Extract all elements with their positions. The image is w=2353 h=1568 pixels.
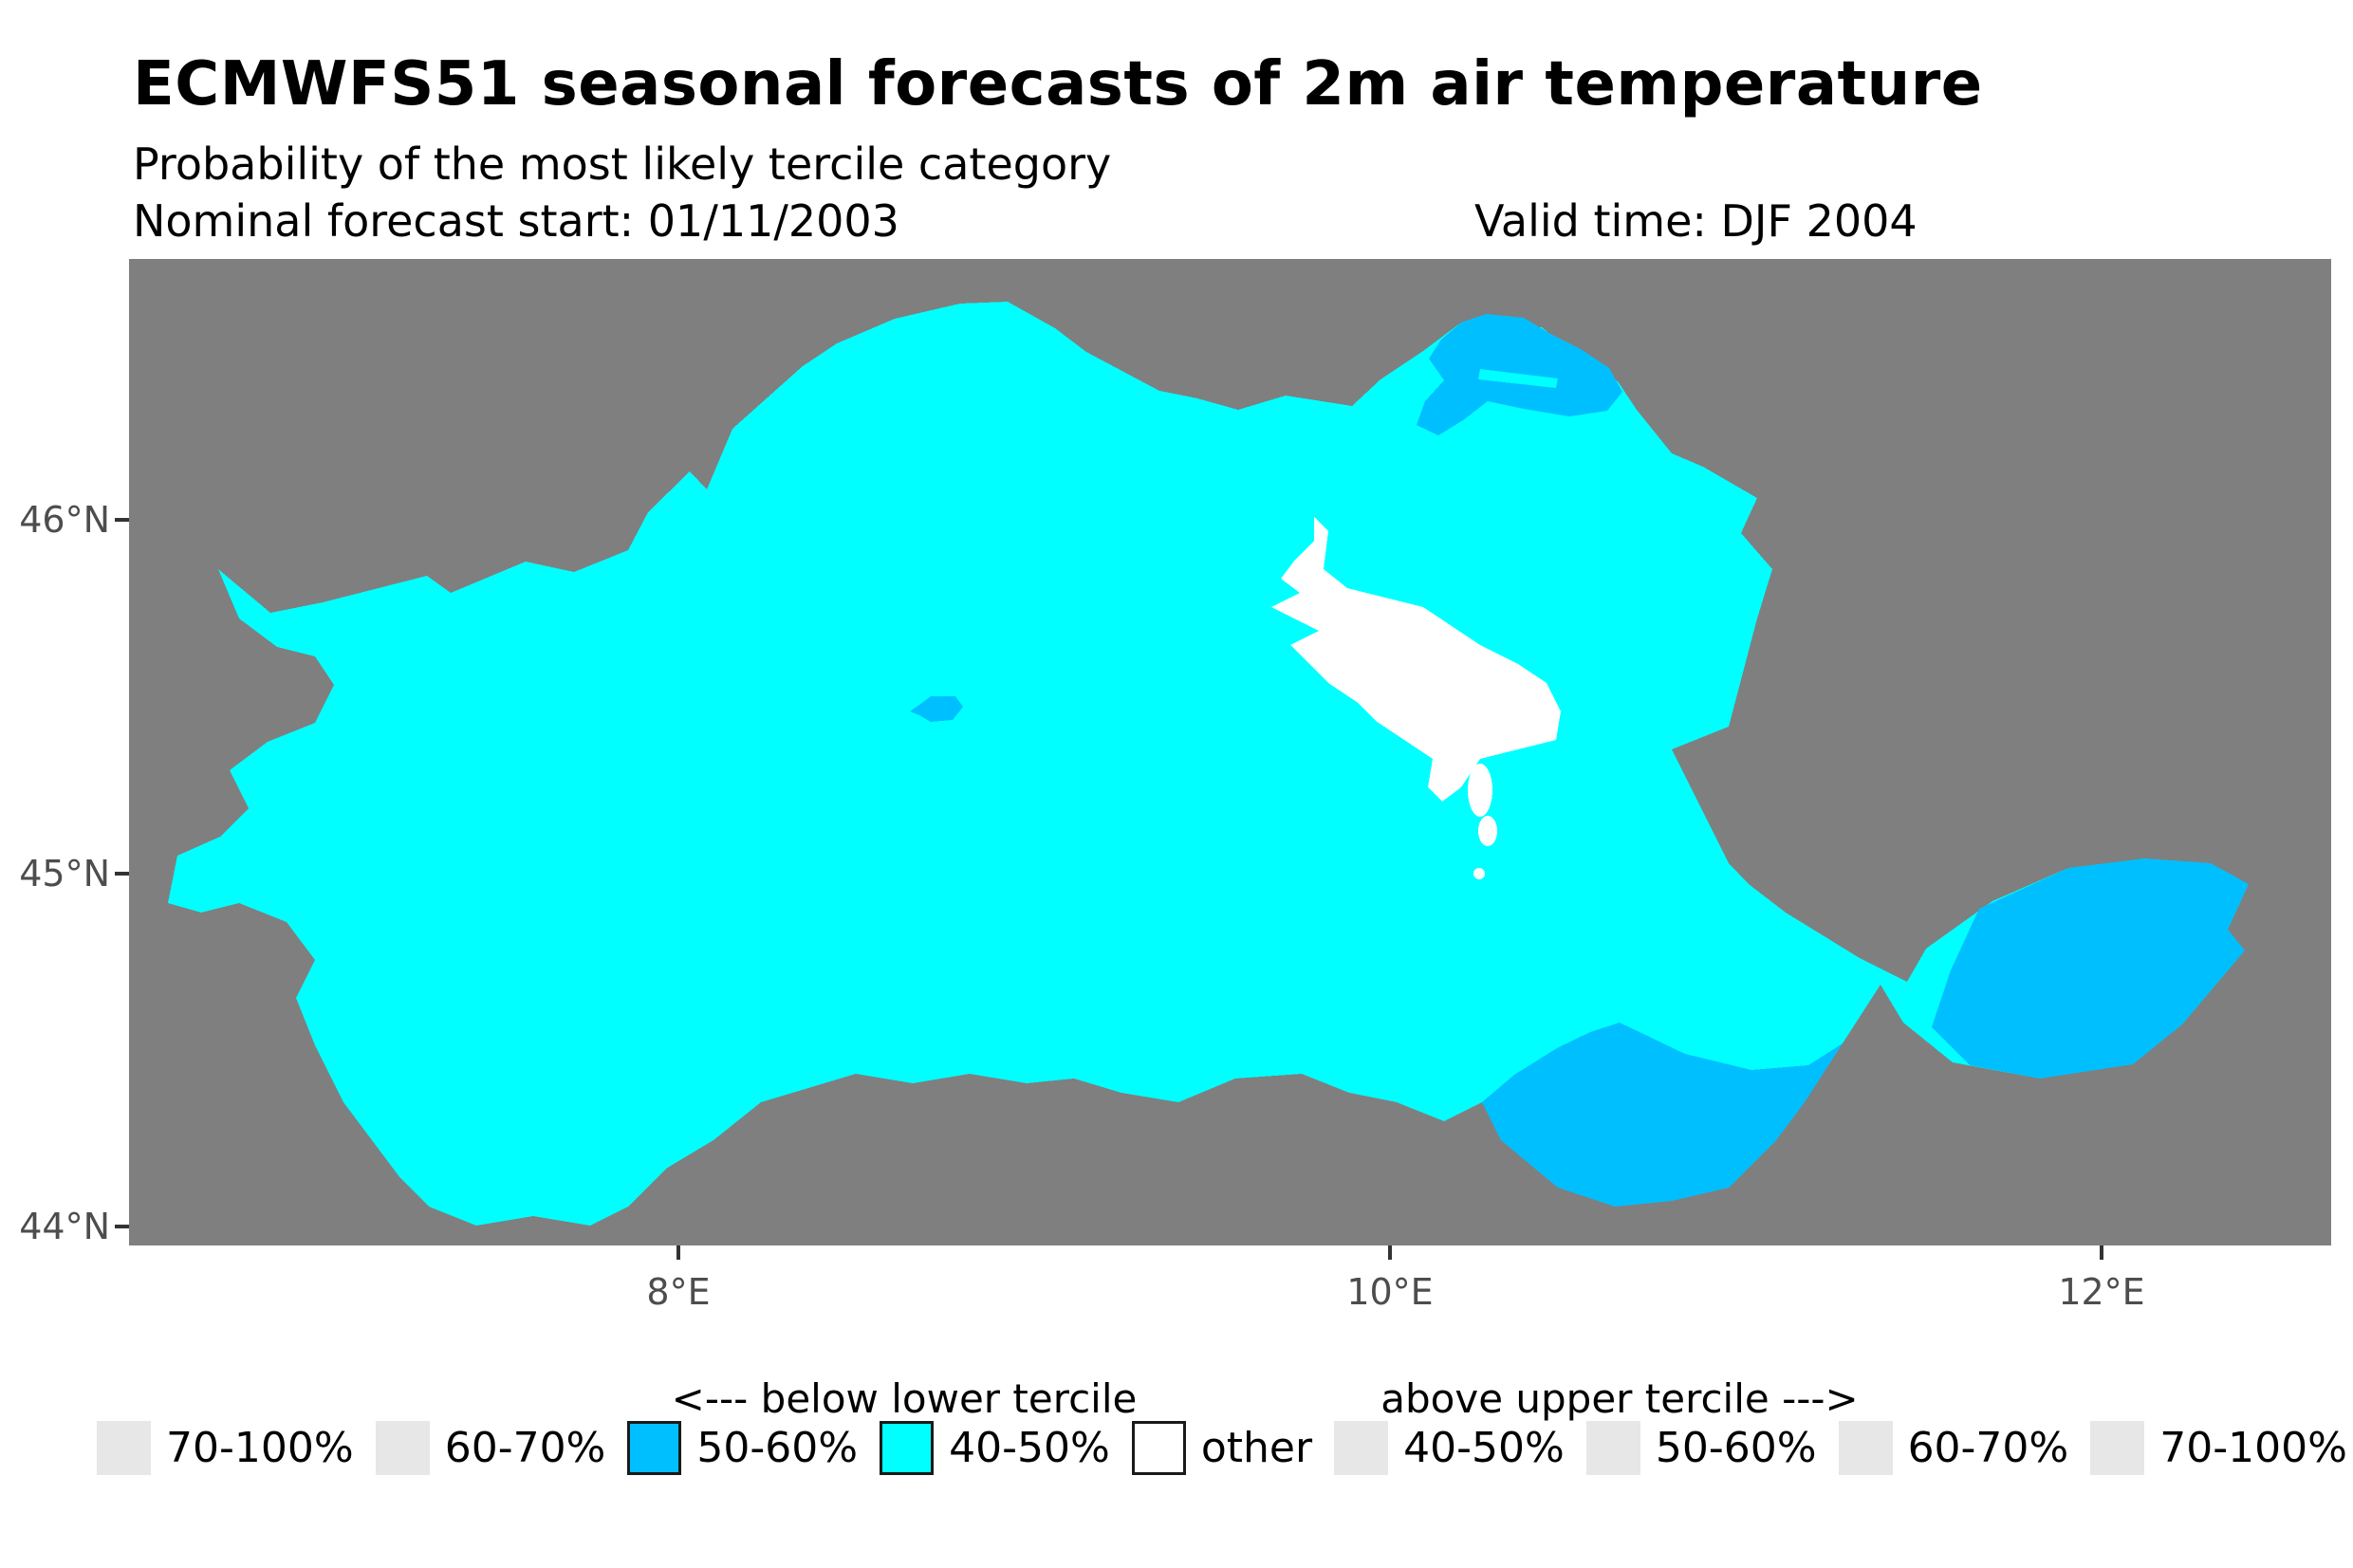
legend-item: 40-50% bbox=[1334, 1421, 1565, 1475]
legend-item-label: 50-60% bbox=[1655, 1424, 1817, 1472]
y-tickmark-45n bbox=[115, 872, 129, 876]
legend-item-label: 70-100% bbox=[166, 1424, 354, 1472]
legend-item-label: 40-50% bbox=[949, 1424, 1110, 1472]
legend-item: 70-100% bbox=[2090, 1421, 2347, 1475]
x-tick-label-8e: 8°E bbox=[646, 1271, 711, 1313]
x-tickmark-10e bbox=[1388, 1245, 1392, 1260]
y-tick-label-46n: 46°N bbox=[19, 499, 110, 541]
legend-item: 50-60% bbox=[1585, 1421, 1817, 1475]
map-region-other-island-1 bbox=[1468, 764, 1492, 817]
map-region-other-island-3 bbox=[1473, 868, 1485, 879]
legend-swatch bbox=[1131, 1421, 1186, 1475]
map-region-other-white bbox=[1271, 517, 1561, 802]
y-tickmark-44n bbox=[115, 1225, 129, 1228]
map-region-east-50-60 bbox=[1932, 858, 2249, 1079]
map-region-spot-50-60 bbox=[910, 696, 963, 722]
y-tickmark-46n bbox=[115, 518, 129, 522]
legend-swatch bbox=[2090, 1421, 2145, 1475]
y-tick-label-45n: 45°N bbox=[19, 853, 110, 895]
x-tickmark-12e bbox=[2100, 1245, 2103, 1260]
legend-swatch bbox=[880, 1421, 935, 1475]
legend: 70-100% 60-70% 50-60% 40-50% other 40-50… bbox=[97, 1421, 2347, 1475]
legend-item: 60-70% bbox=[375, 1421, 606, 1475]
legend-swatch bbox=[627, 1421, 682, 1475]
legend-swatch bbox=[1585, 1421, 1640, 1475]
page-subtitle: Probability of the most likely tercile c… bbox=[133, 138, 1112, 190]
legend-item-label: 50-60% bbox=[696, 1424, 859, 1472]
map-region-other-island-2 bbox=[1478, 816, 1497, 846]
legend-item-label: other bbox=[1200, 1424, 1313, 1472]
x-tick-label-12e: 12°E bbox=[2058, 1271, 2145, 1313]
page-title: ECMWFS51 seasonal forecasts of 2m air te… bbox=[133, 49, 1983, 120]
map-panel bbox=[129, 259, 2331, 1245]
legend-item: 60-70% bbox=[1838, 1421, 2069, 1475]
legend-swatch bbox=[375, 1421, 430, 1475]
forecast-start-text: Nominal forecast start: 01/11/2003 bbox=[133, 195, 899, 247]
legend-item: other bbox=[1131, 1421, 1313, 1475]
map-region-south-50-60 bbox=[1482, 1023, 1843, 1207]
x-tickmark-8e bbox=[676, 1245, 680, 1260]
legend-item: 70-100% bbox=[97, 1421, 354, 1475]
legend-header-below: <--- below lower tercile bbox=[671, 1375, 1138, 1422]
map-region-north-cyan-streak bbox=[1478, 369, 1558, 388]
legend-item-label: 70-100% bbox=[2159, 1424, 2347, 1472]
legend-item-label: 40-50% bbox=[1403, 1424, 1565, 1472]
legend-item-label: 60-70% bbox=[1907, 1424, 2069, 1472]
legend-item: 40-50% bbox=[880, 1421, 1110, 1475]
legend-swatch bbox=[1838, 1421, 1893, 1475]
valid-time-text: Valid time: DJF 2004 bbox=[1474, 195, 1918, 247]
x-tick-label-10e: 10°E bbox=[1346, 1271, 1434, 1313]
legend-swatch bbox=[97, 1421, 151, 1475]
legend-item: 50-60% bbox=[627, 1421, 858, 1475]
legend-header-above: above upper tercile ---> bbox=[1380, 1375, 1859, 1422]
y-tick-label-44n: 44°N bbox=[19, 1206, 110, 1247]
legend-swatch bbox=[1334, 1421, 1389, 1475]
forecast-map bbox=[129, 259, 2331, 1245]
legend-item-label: 60-70% bbox=[444, 1424, 606, 1472]
map-region-basin-40-50 bbox=[168, 302, 2249, 1226]
